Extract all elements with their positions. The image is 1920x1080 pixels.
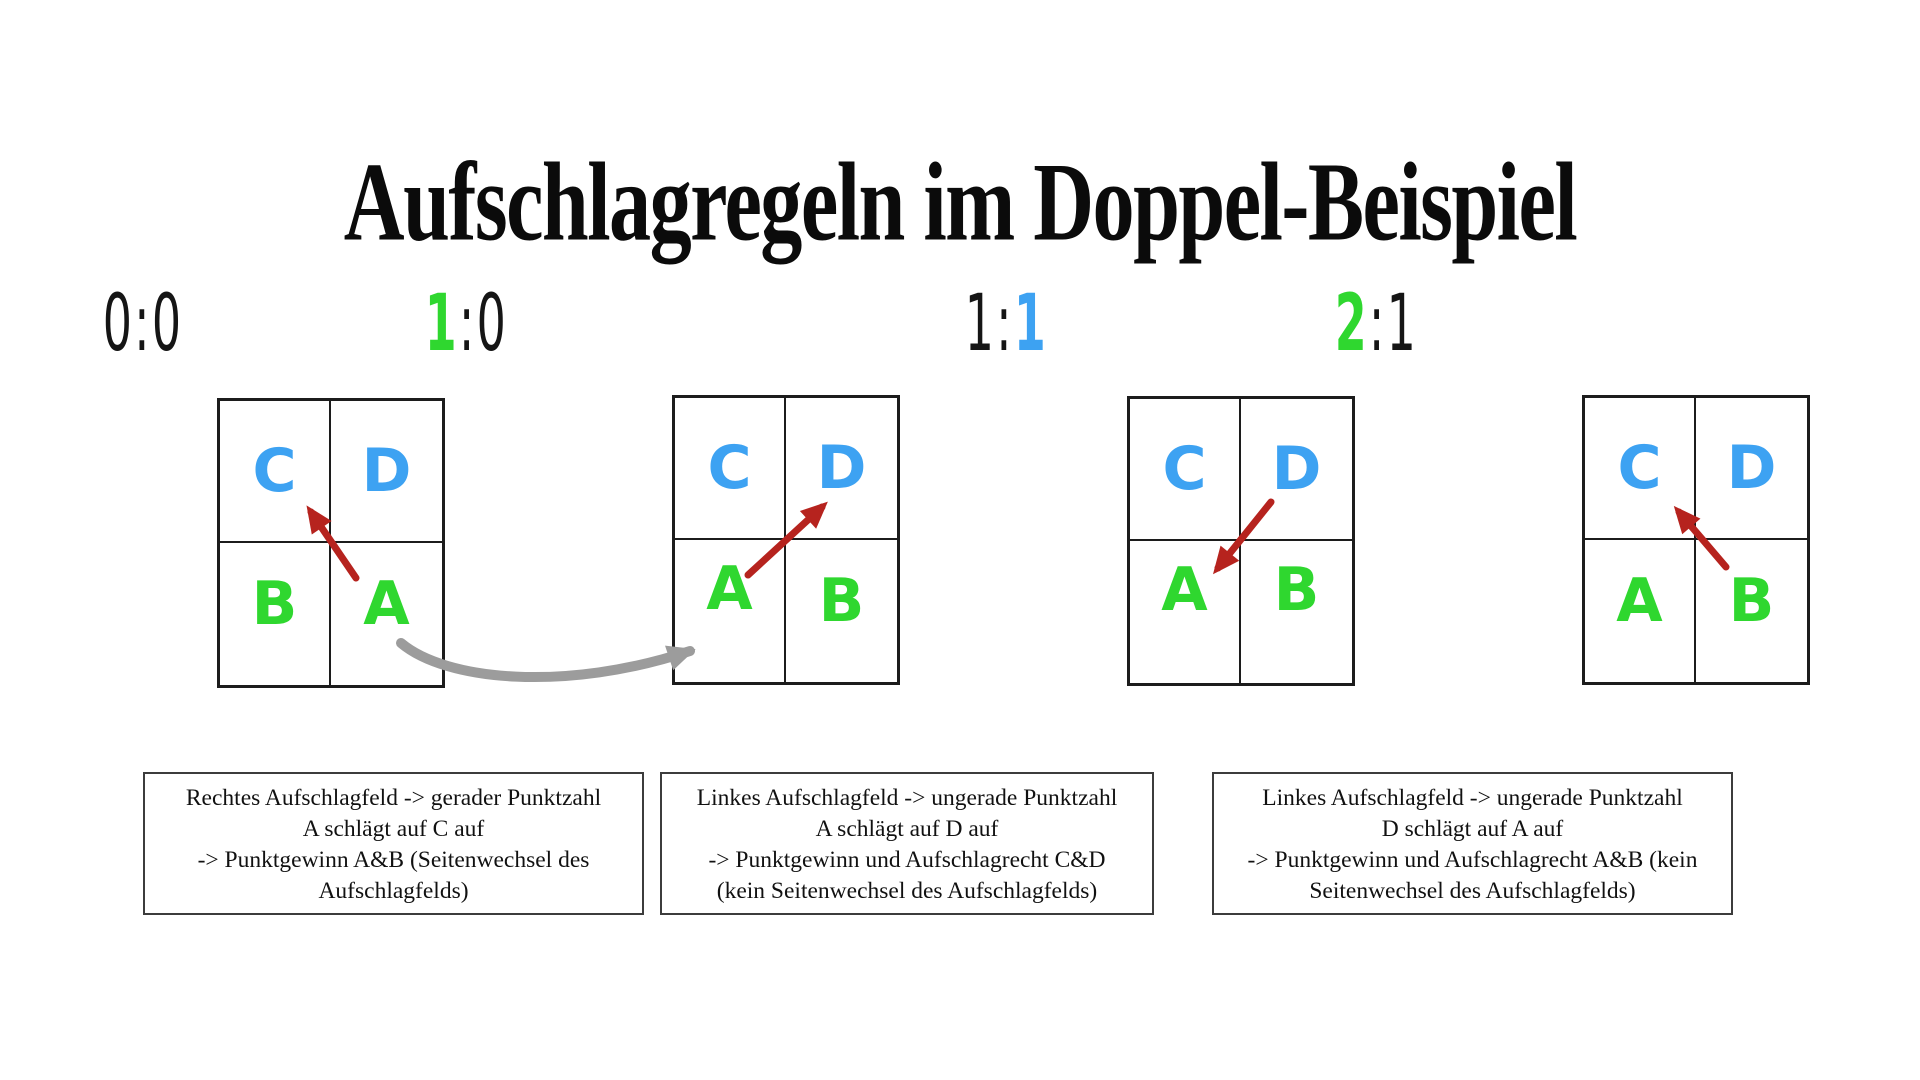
court-4-cell-bottom-left: A	[1585, 540, 1696, 682]
court-3: C D A B	[1127, 396, 1355, 686]
score-0-0: 0:0	[102, 276, 183, 369]
court-3-cell-top-right: D	[1241, 399, 1352, 541]
court-2-cell-bottom-right: B	[786, 540, 897, 682]
score-1-0: 1:0	[424, 276, 507, 369]
player-letter: B	[1728, 566, 1775, 636]
score-right-digit: 1	[1013, 276, 1047, 369]
note-line: -> Punktgewinn A&B (Seitenwechsel des	[197, 847, 590, 873]
court-1-cell-top-left: C	[220, 401, 331, 543]
note-line: -> Punktgewinn und Aufschlagrecht C&D	[708, 847, 1106, 873]
player-letter: A	[1161, 555, 1208, 625]
score-colon: :	[134, 276, 151, 369]
court-4-cell-top-left: C	[1585, 398, 1696, 540]
court-4-cell-bottom-right: B	[1696, 540, 1807, 682]
court-4-cell-top-right: D	[1696, 398, 1807, 540]
note-box-2: Linkes Aufschlagfeld -> ungerade Punktza…	[660, 772, 1154, 915]
player-letter: A	[1616, 566, 1663, 636]
score-colon: :	[1368, 276, 1386, 369]
player-letter: C	[1162, 434, 1207, 504]
note-line: Rechtes Aufschlagfeld -> gerader Punktza…	[185, 785, 602, 811]
player-letter: D	[816, 433, 867, 503]
score-left-digit: 1	[424, 276, 458, 369]
player-letter: D	[1271, 434, 1322, 504]
note-line: Aufschlagfelds)	[318, 878, 469, 904]
page-title: Aufschlagregeln im Doppel-Beispiel	[343, 140, 1578, 265]
note-line: (kein Seitenwechsel des Aufschlagfelds)	[716, 878, 1098, 904]
player-letter: D	[361, 436, 412, 506]
note-line: Seitenwechsel des Aufschlagfelds)	[1309, 878, 1636, 904]
score-left-digit: 2	[1334, 276, 1368, 369]
score-right-digit: 1	[1386, 276, 1417, 369]
court-3-cell-top-left: C	[1130, 399, 1241, 541]
player-letter: B	[251, 569, 298, 639]
score-2-1: 2:1	[1334, 276, 1417, 369]
court-2-cell-bottom-left: A	[675, 540, 786, 682]
note-box-3: Linkes Aufschlagfeld -> ungerade Punktza…	[1212, 772, 1733, 915]
note-line: -> Punktgewinn und Aufschlagrecht A&B (k…	[1247, 847, 1698, 873]
note-line: Linkes Aufschlagfeld -> ungerade Punktza…	[696, 785, 1118, 811]
player-letter: A	[363, 569, 410, 639]
court-4: C D A B	[1582, 395, 1810, 685]
note-line: A schlägt auf D auf	[815, 816, 999, 842]
court-2-cell-top-left: C	[675, 398, 786, 540]
note-line: Linkes Aufschlagfeld -> ungerade Punktza…	[1262, 785, 1683, 811]
score-right-digit: 0	[476, 276, 507, 369]
court-3-cell-bottom-right: B	[1241, 541, 1352, 683]
court-1-cell-top-right: D	[331, 401, 442, 543]
note-line: D schlägt auf A auf	[1381, 816, 1564, 842]
player-letter: C	[1617, 433, 1662, 503]
court-2: C D A B	[672, 395, 900, 685]
court-1-cell-bottom-right: A	[331, 543, 442, 685]
player-letter: B	[1273, 555, 1320, 625]
title-wrap: Aufschlagregeln im Doppel-Beispiel	[0, 72, 1920, 335]
note-line: A schlägt auf C auf	[302, 816, 485, 842]
score-colon: :	[458, 276, 476, 369]
note-box-1: Rechtes Aufschlagfeld -> gerader Punktza…	[143, 772, 644, 915]
score-right-digit: 0	[151, 276, 182, 369]
court-3-cell-bottom-left: A	[1130, 541, 1241, 683]
player-letter: B	[818, 566, 865, 636]
score-left-digit: 1	[964, 276, 995, 369]
score-left-digit: 0	[102, 276, 133, 369]
court-1-cell-bottom-left: B	[220, 543, 331, 685]
player-letter: A	[706, 554, 753, 624]
court-1: C D B A	[217, 398, 445, 688]
player-letter: C	[707, 433, 752, 503]
score-colon: :	[996, 276, 1013, 369]
player-letter: C	[252, 436, 297, 506]
score-1-1: 1:1	[964, 276, 1047, 369]
player-letter: D	[1726, 433, 1777, 503]
court-2-cell-top-right: D	[786, 398, 897, 540]
